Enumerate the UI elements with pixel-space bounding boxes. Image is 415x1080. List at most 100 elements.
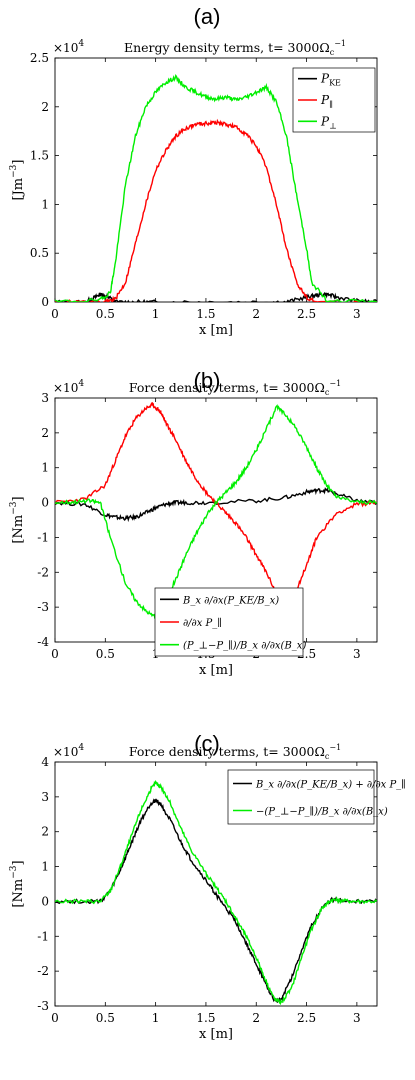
x-tick-label: 2 [252,1011,260,1025]
y-tick-label: 1 [41,197,49,211]
y-axis-label-sup: −3 [9,501,19,515]
axis-exponent-power: 4 [78,379,84,389]
x-axis-label: x [m] [199,663,233,678]
y-tick-label: 4 [41,755,49,769]
x-tick-label: 3 [353,647,361,661]
y-tick-label: -1 [37,929,49,943]
plot-frame [54,57,378,303]
x-tick-label: 2.5 [297,307,316,321]
legend-box [227,769,375,825]
legend-entry-2: ∂/∂x P_∥ [183,617,222,629]
axis-exponent-base: ×10 [53,41,78,55]
axis-exponent-power: 4 [78,743,84,753]
y-axis-label-main: [Jm [11,178,26,201]
x-tick-label: 1 [152,307,160,321]
axis-exponent: ×104 [53,39,84,55]
y-tick-label: 2 [41,825,49,839]
legend-entry-1: B_x ∂/∂x(P_KE/B_x) [182,595,279,606]
legend-entry-text: (P_⊥−P_∥)/B_x ∂/∂x(B_x) [183,640,306,652]
y-axis-label: [Jm−3] [9,160,26,201]
y-tick-label: 1 [41,461,49,475]
series-line-2 [55,401,377,603]
y-tick-label: -3 [37,600,49,614]
y-axis-label: [Nm−3] [9,496,26,543]
chart-title-sub: c [325,388,330,397]
legend-entry-1: PKE [320,72,341,88]
y-tick-label: 1.5 [30,149,49,163]
chart-title-sub: c [325,752,330,761]
x-tick-label: 2 [252,307,260,321]
axis-exponent-base: ×10 [53,381,78,395]
axis-exponent: ×104 [53,743,84,759]
y-tick-label: -2 [37,565,49,579]
chart-title: Force density terms, t= 3000Ωc−1 [129,379,341,397]
legend-entry-text: B_x ∂/∂x(P_KE/B_x) + ∂/∂x P_∥ [255,779,406,791]
y-tick-label: -4 [37,635,49,649]
legend-entry-text: B_x ∂/∂x(P_KE/B_x) [182,595,279,606]
panel-label: (b) [194,368,221,393]
x-axis-label: x [m] [199,1027,233,1042]
x-tick-label: 0 [51,647,59,661]
chart-title-sup: −1 [329,379,341,388]
legend: B_x ∂/∂x(P_KE/B_x) ∂/∂x P_∥ (P_⊥−P_∥)/B_x … [154,587,306,657]
legend-entry-sub: ∥ [329,100,333,109]
x-tick-label: 1 [152,1011,160,1025]
chart-title: Energy density terms, t= 3000Ωc−1 [124,39,346,57]
y-tick-label: -2 [37,964,49,978]
x-tick-label: 3 [353,1011,361,1025]
y-tick-label: 3 [41,790,49,804]
series-line-2 [55,779,377,1006]
series-line-3 [55,74,377,302]
legend: B_x ∂/∂x(P_KE/B_x) + ∂/∂x P_∥ −(P_⊥−P_∥)/… [227,769,406,825]
x-tick-label: 0 [51,307,59,321]
y-tick-label: 2.5 [30,51,49,65]
legend-box [154,587,304,657]
panel-label: (a) [194,4,221,29]
series-line-3 [55,404,377,621]
x-tick-label: 0.5 [96,1011,115,1025]
y-tick-label: -3 [37,999,49,1013]
x-tick-label: 3 [353,307,361,321]
y-tick-label: 0.5 [30,246,49,260]
y-tick-label: 0 [41,295,49,309]
x-tick-label: 0.5 [96,307,115,321]
legend-entry-main: P [320,114,330,128]
legend-entry-3: (P_⊥−P_∥)/B_x ∂/∂x(B_x) [183,640,306,652]
chart-title: Force density terms, t= 3000Ωc−1 [129,743,341,761]
legend-entry-text: −(P_⊥−P_∥)/B_x ∂/∂x(B_x) [256,806,388,818]
y-axis-label-end: ] [11,860,26,865]
legend-entry-2: P∥ [320,93,333,109]
y-tick-label: 1 [41,860,49,874]
plot-frame [54,761,378,1007]
series-line-1 [55,291,377,302]
axis-exponent-power: 4 [78,39,84,49]
chart-panel-3: (c)Force density terms, t= 3000Ωc−1×1040… [9,731,406,1042]
series-line-2 [55,118,377,302]
chart-title-text: Force density terms, t= 3000Ω [129,380,325,395]
axis-exponent-base: ×10 [53,745,78,759]
y-axis-label-main: [Nm [11,879,26,908]
chart-panel-1: (a) Energy density terms, t= 3000Ωc−1 ×104… [9,4,378,338]
legend-entry-main: P [320,72,330,86]
panel-label: (c) [194,731,220,756]
y-tick-label: -1 [37,530,49,544]
y-tick-label: 0 [41,894,49,908]
chart-panel-2: (b)Force density terms, t= 3000Ωc−1 ×104 0… [9,368,378,678]
legend-entry-1: B_x ∂/∂x(P_KE/B_x) + ∂/∂x P_∥ [255,779,406,791]
y-axis-label-main: [Nm [11,515,26,544]
y-axis-label-sup: −3 [9,164,19,178]
axis-exponent: ×104 [53,379,84,395]
series-line-1 [55,798,377,1004]
legend-entry-2: −(P_⊥−P_∥)/B_x ∂/∂x(B_x) [256,806,388,818]
x-axis-label: x [m] [199,323,233,338]
x-tick-label: 0 [51,1011,59,1025]
legend-entry-sub: KE [329,79,341,88]
y-tick-label: 2 [41,100,49,114]
legend-entry-sub: ⊥ [329,121,337,130]
y-axis-label: [Nm−3] [9,860,26,907]
series-line-1 [55,486,377,523]
chart-title-text: Force density terms, t= 3000Ω [129,744,325,759]
chart-title-sub: c [330,48,335,57]
